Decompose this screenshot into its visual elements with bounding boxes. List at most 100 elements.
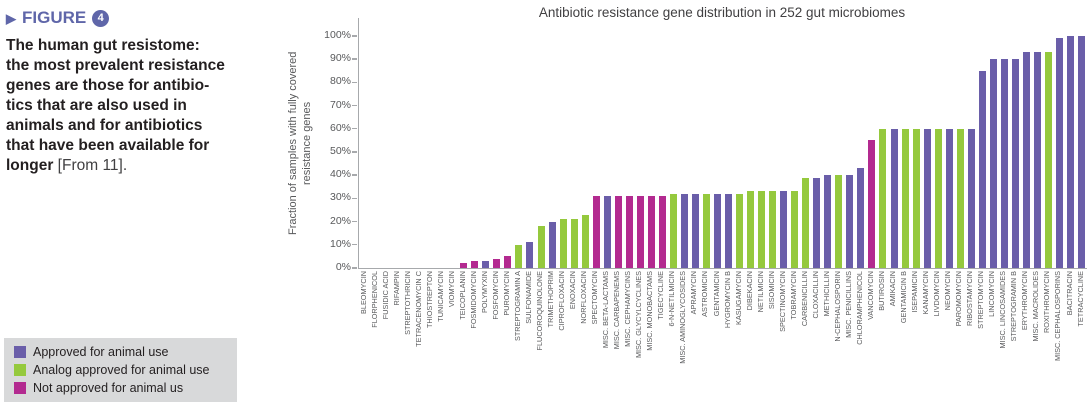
bar xyxy=(1011,59,1019,268)
x-label-slot: HYGROMYCIN B xyxy=(722,271,733,408)
x-tick-label: NEOMYCIN xyxy=(943,271,953,311)
bar-slot xyxy=(359,18,370,268)
bar-slot xyxy=(580,18,591,268)
caption-line: the most prevalent resistance xyxy=(6,57,225,74)
x-label-slot: STREPTOGRAMIN B xyxy=(1009,271,1020,408)
bar xyxy=(846,175,854,268)
bar-slot xyxy=(668,18,679,268)
x-tick-label: MISC. LINCOSAMIDES xyxy=(998,271,1008,349)
x-label-slot: N-CEPHALOSPORIN xyxy=(832,271,843,408)
bar xyxy=(978,70,986,268)
x-tick-label: MISC. CARBAPENEMS xyxy=(612,271,622,350)
x-label-slot: SPECTOMYCIN xyxy=(590,271,601,408)
x-label-slot: KANAMYCIN xyxy=(921,271,932,408)
bar-slot xyxy=(403,18,414,268)
bars xyxy=(359,18,1087,268)
bar-slot xyxy=(745,18,756,268)
bar xyxy=(570,219,578,268)
bar xyxy=(714,193,722,268)
bar-slot xyxy=(778,18,789,268)
bar-slot xyxy=(966,18,977,268)
x-tick-label: APRAMYCIN xyxy=(689,271,699,315)
y-tick xyxy=(352,128,357,130)
x-tick-label: FLUCOROQUINOLONE xyxy=(535,271,545,351)
x-label-slot: MISC. CEPHAMYCINS xyxy=(623,271,634,408)
x-tick-label: PUROMYCIN xyxy=(501,271,511,316)
legend-item-not_approved: Not approved for animal us xyxy=(14,381,237,395)
x-tick-label: FOSMIDOMYCIN xyxy=(468,271,478,329)
bar-slot xyxy=(767,18,778,268)
x-label-slot: TEICOPLANIN xyxy=(457,271,468,408)
bar xyxy=(912,128,920,268)
x-label-slot: MISC. LINCOSAMIDES xyxy=(998,271,1009,408)
x-tick-label: SPECTOMYCIN xyxy=(590,271,600,325)
figure-number-badge: 4 xyxy=(92,9,110,27)
y-tick-label: 50% xyxy=(329,145,351,157)
x-label-slot: TETRACENOMYCIN C xyxy=(413,271,424,408)
x-tick-label: LIVDOMYCIN xyxy=(932,271,942,317)
legend-swatch-approved xyxy=(14,346,26,358)
figure-header: ▶ FIGURE 4 xyxy=(6,8,254,28)
x-tick-label: TUNICAMYCIN xyxy=(435,271,445,322)
caption-text: The human gut resistome: the most prevale… xyxy=(6,36,254,176)
y-tick-label: 90% xyxy=(329,52,351,65)
bar-slot xyxy=(370,18,381,268)
x-tick-label: STREPTOGRAMIN B xyxy=(1009,271,1019,342)
x-label-slot: SPECTINOMYCIN xyxy=(777,271,788,408)
bar xyxy=(736,193,744,268)
bar xyxy=(658,196,666,268)
bar-slot xyxy=(756,18,767,268)
x-tick-label: FLORPHENICOL xyxy=(369,271,379,328)
y-tick xyxy=(352,197,357,199)
y-tick-label: 80% xyxy=(329,75,351,88)
bar xyxy=(758,191,766,268)
bar xyxy=(989,59,997,268)
x-tick-label: STREPTOMYCIN xyxy=(976,271,986,329)
bar-slot xyxy=(536,18,547,268)
bar xyxy=(934,128,942,268)
y-tick-label: 20% xyxy=(329,214,351,227)
bar-slot xyxy=(569,18,580,268)
bar-slot xyxy=(547,18,558,268)
x-label-slot: STREPTOTHRICIN xyxy=(402,271,413,408)
x-tick-label: TEICOPLANIN xyxy=(457,271,467,320)
x-label-slot: 6-N-NETILMICIN xyxy=(667,271,678,408)
x-tick-label: ERYTHROMYCIN xyxy=(1020,271,1030,331)
bar xyxy=(691,193,699,268)
x-tick-label: NORFLOXACIN xyxy=(579,271,589,324)
bar-slot xyxy=(822,18,833,268)
x-tick-label: 6-N-NETILMICIN xyxy=(667,271,677,327)
bar-slot xyxy=(1021,18,1032,268)
bar-slot xyxy=(1076,18,1087,268)
bar-slot xyxy=(613,18,624,268)
x-label-slot: ISEPAMICIN xyxy=(910,271,921,408)
x-tick-label: ISEPAMICIN xyxy=(910,271,920,313)
bar-slot xyxy=(977,18,988,268)
x-tick-label: DIBEKACIN xyxy=(744,271,754,311)
figure-caption: ▶ FIGURE 4 The human gut resistome: the m… xyxy=(6,8,254,176)
x-label-slot: GENTAMICIN B xyxy=(899,271,910,408)
x-label-slot: RIBOSTAMYCIN xyxy=(965,271,976,408)
x-label-slot: LIVDOMYCIN xyxy=(932,271,943,408)
y-tick-label: 70% xyxy=(329,98,351,111)
x-label-slot: APRAMYCIN xyxy=(689,271,700,408)
x-tick-label: MISC. BETA-LACTAMS xyxy=(601,271,611,349)
bar-slot xyxy=(635,18,646,268)
bar xyxy=(780,191,788,268)
x-tick-label: MISC. MACROLIDES xyxy=(1031,271,1041,342)
x-tick-label: TIGECYCLINE xyxy=(656,271,666,320)
x-label-slot: ASTROMICIN xyxy=(700,271,711,408)
x-label-slot: SISOMICIN xyxy=(766,271,777,408)
bar-slot xyxy=(558,18,569,268)
x-label-slot: DIBEKACIN xyxy=(744,271,755,408)
bar xyxy=(967,128,975,268)
bar-slot xyxy=(922,18,933,268)
bar xyxy=(923,128,931,268)
x-label-slot: CIPROFLOXACIN xyxy=(557,271,568,408)
bar-slot xyxy=(381,18,392,268)
bar xyxy=(835,175,843,268)
bar xyxy=(791,191,799,268)
x-tick-label: MISC. GLYCYLCYCLINES xyxy=(634,271,644,359)
bar xyxy=(669,193,677,268)
x-label-slot: MISC. PENICILLINS xyxy=(843,271,854,408)
